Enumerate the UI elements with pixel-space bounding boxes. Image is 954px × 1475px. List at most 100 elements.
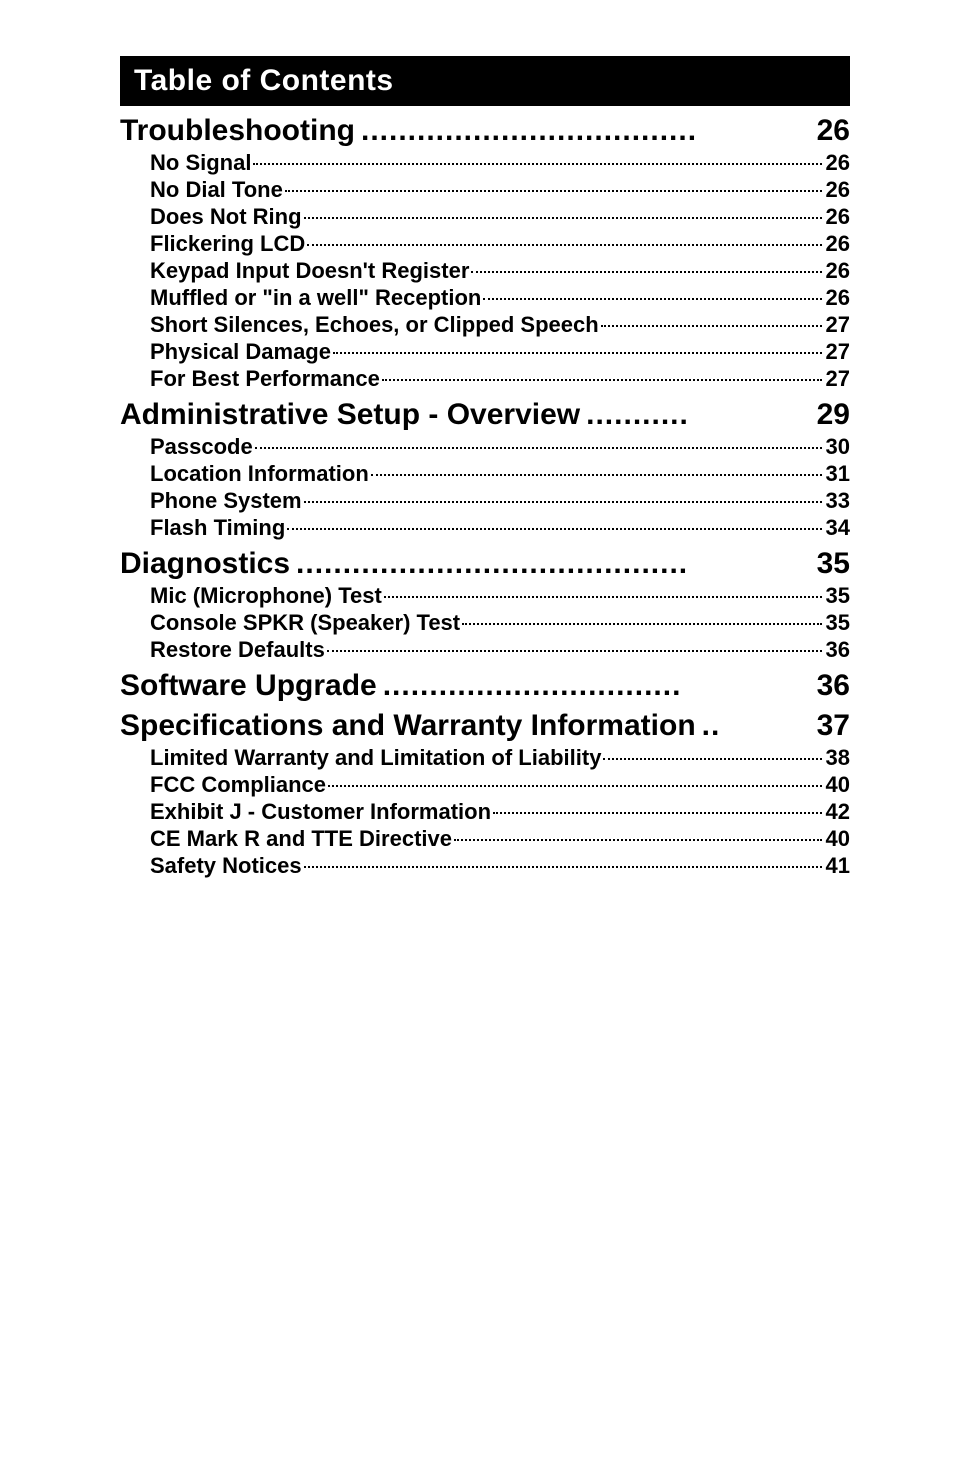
toc-entry-label: Restore Defaults	[150, 637, 327, 663]
toc-entry: Limited Warranty and Limitation of Liabi…	[120, 745, 850, 771]
section-title-page: 36	[811, 669, 850, 703]
section-title-page: 26	[811, 114, 850, 148]
toc-entry: No Dial Tone 26	[120, 177, 850, 203]
toc-entry-leader	[307, 244, 821, 246]
toc-entry-page: 26	[824, 177, 850, 203]
section-title: Software Upgrade........................…	[120, 669, 850, 703]
toc-entry-page: 35	[824, 583, 850, 609]
toc-entry-leader	[285, 190, 822, 192]
toc-entry-leader	[328, 785, 821, 787]
toc-entry-label: Flash Timing	[150, 515, 287, 541]
toc-entry-label: Keypad Input Doesn't Register	[150, 258, 471, 284]
toc-entry: Flickering LCD 26	[120, 231, 850, 257]
toc-entry-leader	[304, 501, 822, 503]
toc-entry-label: No Dial Tone	[150, 177, 285, 203]
toc-entry-leader	[287, 528, 821, 530]
toc-entry-leader	[384, 596, 822, 598]
toc-entry-page: 30	[824, 434, 850, 460]
toc-entry-leader	[333, 352, 822, 354]
toc-entry-page: 27	[824, 366, 850, 392]
toc-entry-page: 33	[824, 488, 850, 514]
section-title-label: Diagnostics	[120, 547, 296, 581]
toc-entry-label: Exhibit J - Customer Information	[150, 799, 493, 825]
section-title-leader: ...........	[586, 398, 810, 432]
toc-entry: FCC Compliance 40	[120, 772, 850, 798]
toc-entry-page: 40	[824, 772, 850, 798]
toc-entry-label: CE Mark R and TTE Directive	[150, 826, 454, 852]
toc-entry-label: Physical Damage	[150, 339, 333, 365]
toc-entry: No Signal 26	[120, 150, 850, 176]
toc-entry-label: Short Silences, Echoes, or Clipped Speec…	[150, 312, 601, 338]
toc-entry: Short Silences, Echoes, or Clipped Speec…	[120, 312, 850, 338]
section-title-label: Specifications and Warranty Information	[120, 709, 702, 743]
toc-entry-label: Limited Warranty and Limitation of Liabi…	[150, 745, 603, 771]
toc-entry: Location Information 31	[120, 461, 850, 487]
section-title: Diagnostics.............................…	[120, 547, 850, 581]
toc-entry-leader	[601, 325, 822, 327]
section-title: Administrative Setup - Overview.........…	[120, 398, 850, 432]
section-title-leader: ................................	[383, 669, 811, 703]
toc-entry: Physical Damage 27	[120, 339, 850, 365]
toc-entry: For Best Performance 27	[120, 366, 850, 392]
toc-entry-page: 40	[824, 826, 850, 852]
toc-entry: Safety Notices 41	[120, 853, 850, 879]
toc-entry-leader	[462, 623, 821, 625]
toc-entry: Muffled or "in a well" Reception 26	[120, 285, 850, 311]
toc-entry: Passcode 30	[120, 434, 850, 460]
toc-entry-label: Safety Notices	[150, 853, 304, 879]
section-title-leader: ....................................	[361, 114, 811, 148]
section-title-page: 37	[811, 709, 850, 743]
toc-entry-leader	[327, 650, 822, 652]
toc-entry-page: 26	[824, 204, 850, 230]
toc-entry-page: 26	[824, 150, 850, 176]
toc-entry-leader	[255, 447, 822, 449]
toc-entry-label: Console SPKR (Speaker) Test	[150, 610, 462, 636]
toc-entry-page: 26	[824, 231, 850, 257]
section-title-page: 35	[811, 547, 850, 581]
section-title-label: Troubleshooting	[120, 114, 361, 148]
banner-title: Table of Contents	[120, 56, 850, 106]
toc-entry-label: Muffled or "in a well" Reception	[150, 285, 483, 311]
toc-entry-leader	[493, 812, 821, 814]
toc-entry-page: 27	[824, 339, 850, 365]
toc-entry-page: 31	[824, 461, 850, 487]
toc-entry-page: 35	[824, 610, 850, 636]
section-title-label: Software Upgrade	[120, 669, 383, 703]
section-title-page: 29	[811, 398, 850, 432]
toc-entry: Console SPKR (Speaker) Test 35	[120, 610, 850, 636]
toc-entry: Flash Timing34	[120, 515, 850, 541]
toc-entry-leader	[454, 839, 822, 841]
toc-entry-leader	[471, 271, 821, 273]
toc-entry-leader	[382, 379, 822, 381]
toc-entry: Keypad Input Doesn't Register26	[120, 258, 850, 284]
toc-entry-label: Flickering LCD	[150, 231, 307, 257]
section-title: Troubleshooting.........................…	[120, 114, 850, 148]
toc-entry-label: Mic (Microphone) Test	[150, 583, 384, 609]
toc-entry-page: 41	[824, 853, 850, 879]
table-of-contents: Troubleshooting.........................…	[120, 114, 850, 879]
toc-entry-label: Location Information	[150, 461, 371, 487]
section-title-label: Administrative Setup - Overview	[120, 398, 586, 432]
toc-entry-leader	[304, 217, 822, 219]
section-title-leader: ..	[702, 709, 811, 743]
toc-entry-page: 36	[824, 637, 850, 663]
toc-entry-label: For Best Performance	[150, 366, 382, 392]
toc-entry-page: 27	[824, 312, 850, 338]
toc-entry-label: FCC Compliance	[150, 772, 328, 798]
toc-entry-leader	[483, 298, 821, 300]
toc-entry-label: Passcode	[150, 434, 255, 460]
toc-entry-page: 26	[824, 285, 850, 311]
toc-entry-page: 42	[824, 799, 850, 825]
toc-entry-label: No Signal	[150, 150, 253, 176]
toc-entry: CE Mark R and TTE Directive 40	[120, 826, 850, 852]
toc-entry-label: Does Not Ring	[150, 204, 304, 230]
section-title-leader: ........................................…	[296, 547, 811, 581]
toc-entry: Phone System 33	[120, 488, 850, 514]
toc-entry-label: Phone System	[150, 488, 304, 514]
toc-entry-page: 38	[824, 745, 850, 771]
toc-entry-leader	[603, 758, 821, 760]
toc-entry-leader	[253, 163, 821, 165]
toc-entry: Does Not Ring 26	[120, 204, 850, 230]
toc-entry-leader	[371, 474, 822, 476]
toc-entry: Exhibit J - Customer Information 42	[120, 799, 850, 825]
